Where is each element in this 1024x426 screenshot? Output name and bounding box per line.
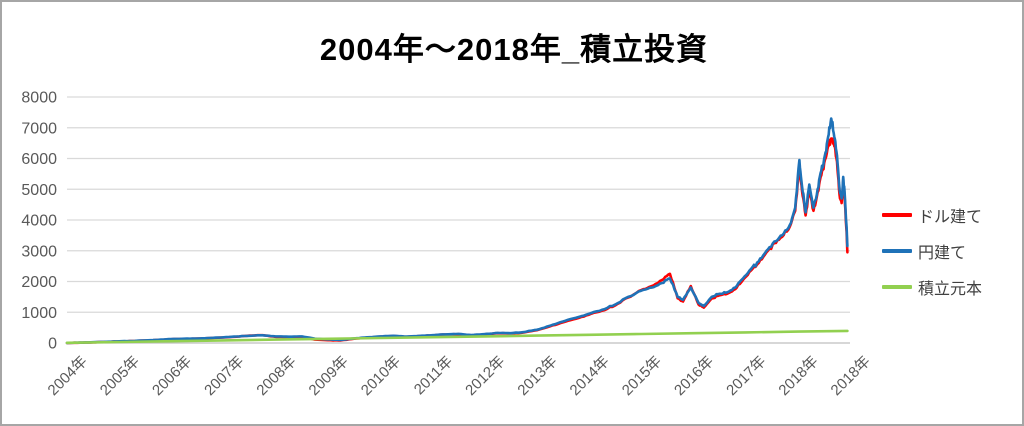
svg-text:2005年: 2005年 xyxy=(97,353,143,399)
grid-lines xyxy=(67,96,850,344)
y-axis-labels: 0 1000 2000 3000 4000 5000 6000 7000 8000 xyxy=(21,90,57,353)
svg-text:4000: 4000 xyxy=(21,213,57,230)
legend-line-swatch xyxy=(882,213,912,217)
x-axis-labels: 2004年 2005年 2006年 2007年 2008年 2009年 2010年 2011年… xyxy=(45,353,874,399)
svg-text:2008年: 2008年 xyxy=(253,353,299,399)
legend-label: 積立元本 xyxy=(918,281,983,298)
legend-line-swatch xyxy=(882,285,912,289)
svg-text:2016年: 2016年 xyxy=(671,353,717,399)
legend-item-yen: 円建て xyxy=(882,240,982,262)
svg-text:2004年: 2004年 xyxy=(45,353,91,399)
svg-text:2000: 2000 xyxy=(21,274,57,291)
chart-legend: ドル建て円建て積立元本 xyxy=(882,204,982,298)
svg-text:6000: 6000 xyxy=(21,151,57,168)
legend-line-swatch xyxy=(882,249,912,253)
legend-item-principal: 積立元本 xyxy=(882,276,982,298)
legend-item-dollar: ドル建て xyxy=(882,204,982,226)
svg-text:2018年: 2018年 xyxy=(775,353,821,399)
svg-text:2015年: 2015年 xyxy=(619,353,665,399)
series-line-principal xyxy=(65,329,849,345)
svg-text:2014年: 2014年 xyxy=(567,353,613,399)
svg-text:2009年: 2009年 xyxy=(306,353,352,399)
svg-text:2007年: 2007年 xyxy=(201,353,247,399)
svg-text:1000: 1000 xyxy=(21,305,57,322)
svg-text:3000: 3000 xyxy=(21,243,57,260)
series-lines xyxy=(65,117,849,345)
series-line-yen xyxy=(65,117,849,345)
svg-text:2010年: 2010年 xyxy=(358,353,404,399)
legend-label: 円建て xyxy=(918,245,967,262)
svg-text:8000: 8000 xyxy=(21,90,57,107)
svg-text:2006年: 2006年 xyxy=(149,353,195,399)
svg-text:2011年: 2011年 xyxy=(411,353,456,398)
svg-text:2017年: 2017年 xyxy=(723,353,769,399)
legend-label: ドル建て xyxy=(918,209,983,226)
chart-title: 2004年～2018年_積立投資 xyxy=(319,32,709,67)
svg-text:7000: 7000 xyxy=(21,120,57,137)
svg-text:0: 0 xyxy=(48,336,57,353)
svg-text:2012年: 2012年 xyxy=(462,353,508,399)
svg-text:2013年: 2013年 xyxy=(514,353,560,399)
svg-text:2018年: 2018年 xyxy=(828,353,874,399)
svg-text:5000: 5000 xyxy=(21,182,57,199)
